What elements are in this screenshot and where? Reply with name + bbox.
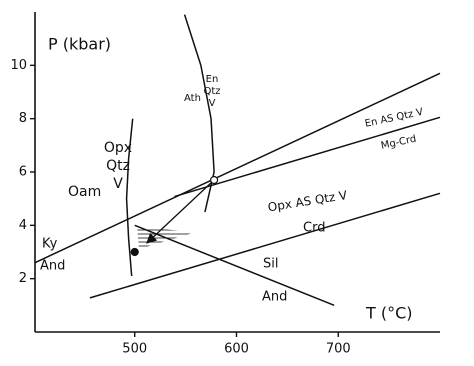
annotation: Ky bbox=[42, 237, 58, 252]
reaction-line bbox=[134, 224, 335, 307]
annotation: Opx AS Qtz V bbox=[267, 188, 349, 214]
point bbox=[209, 175, 219, 185]
x-axis-label: T (°C) bbox=[365, 304, 413, 323]
x-tick-label: 700 bbox=[326, 342, 351, 357]
annotation: Crd bbox=[303, 221, 325, 236]
y-tick-label: 10 bbox=[10, 58, 27, 73]
annotation: Sil bbox=[263, 257, 278, 272]
annotation: Oam bbox=[68, 184, 101, 200]
point bbox=[130, 247, 139, 257]
annotation: Mg-Crd bbox=[380, 134, 417, 152]
reaction-line bbox=[89, 192, 441, 299]
y-tick-label: 2 bbox=[19, 271, 27, 286]
reaction-line bbox=[125, 118, 134, 277]
path-arrow bbox=[146, 179, 215, 244]
annotation: And bbox=[40, 259, 65, 274]
x-tick-label: 600 bbox=[224, 342, 249, 357]
reaction-line bbox=[34, 72, 441, 264]
annotation: En AS Qtz V bbox=[364, 107, 424, 130]
annotation: Qtz bbox=[203, 86, 220, 97]
y-axis-label: P (kbar) bbox=[48, 35, 111, 54]
y-tick-label: 4 bbox=[19, 218, 27, 233]
reaction-line bbox=[174, 116, 441, 198]
y-tick-label: 6 bbox=[19, 165, 27, 180]
x-tick-label: 500 bbox=[122, 342, 147, 357]
annotation: V bbox=[113, 176, 123, 192]
annotation: And bbox=[262, 290, 287, 305]
annotation: Qtz bbox=[106, 158, 130, 174]
annotation: Opx bbox=[104, 140, 132, 156]
annotation: Ath bbox=[184, 93, 201, 104]
reaction-line bbox=[183, 14, 215, 213]
annotation: V bbox=[209, 98, 216, 109]
annotation: En bbox=[206, 74, 219, 85]
y-tick-label: 8 bbox=[19, 111, 27, 126]
